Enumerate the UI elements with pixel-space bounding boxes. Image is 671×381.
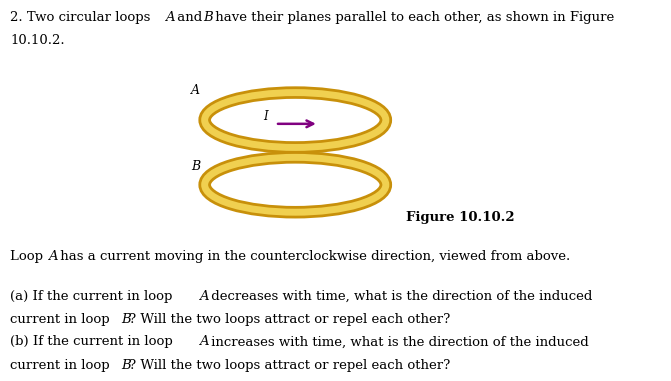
Text: and: and — [173, 11, 207, 24]
Text: 2. Two circular loops: 2. Two circular loops — [10, 11, 155, 24]
Text: decreases with time, what is the direction of the induced: decreases with time, what is the directi… — [207, 290, 592, 303]
Text: B: B — [121, 359, 132, 372]
Text: (b) If the current in loop: (b) If the current in loop — [10, 335, 177, 348]
Text: I: I — [263, 110, 267, 123]
Text: current in loop: current in loop — [10, 359, 114, 372]
Text: ? Will the two loops attract or repel each other?: ? Will the two loops attract or repel ea… — [129, 313, 450, 326]
Text: A: A — [199, 290, 208, 303]
Text: have their planes parallel to each other, as shown in Figure: have their planes parallel to each other… — [211, 11, 615, 24]
Text: A: A — [199, 335, 208, 348]
Text: (a) If the current in loop: (a) If the current in loop — [10, 290, 176, 303]
Text: B: B — [121, 313, 132, 326]
Text: has a current moving in the counterclockwise direction, viewed from above.: has a current moving in the counterclock… — [56, 250, 570, 263]
Text: ? Will the two loops attract or repel each other?: ? Will the two loops attract or repel ea… — [129, 359, 450, 372]
Text: A: A — [48, 250, 58, 263]
Text: 10.10.2.: 10.10.2. — [10, 34, 64, 47]
Text: B: B — [203, 11, 213, 24]
Text: A: A — [165, 11, 174, 24]
Text: Loop: Loop — [10, 250, 48, 263]
Text: increases with time, what is the direction of the induced: increases with time, what is the directi… — [207, 335, 588, 348]
Text: Figure 10.10.2: Figure 10.10.2 — [406, 211, 515, 224]
Text: current in loop: current in loop — [10, 313, 114, 326]
Text: B: B — [191, 160, 201, 173]
Text: A: A — [191, 84, 200, 97]
